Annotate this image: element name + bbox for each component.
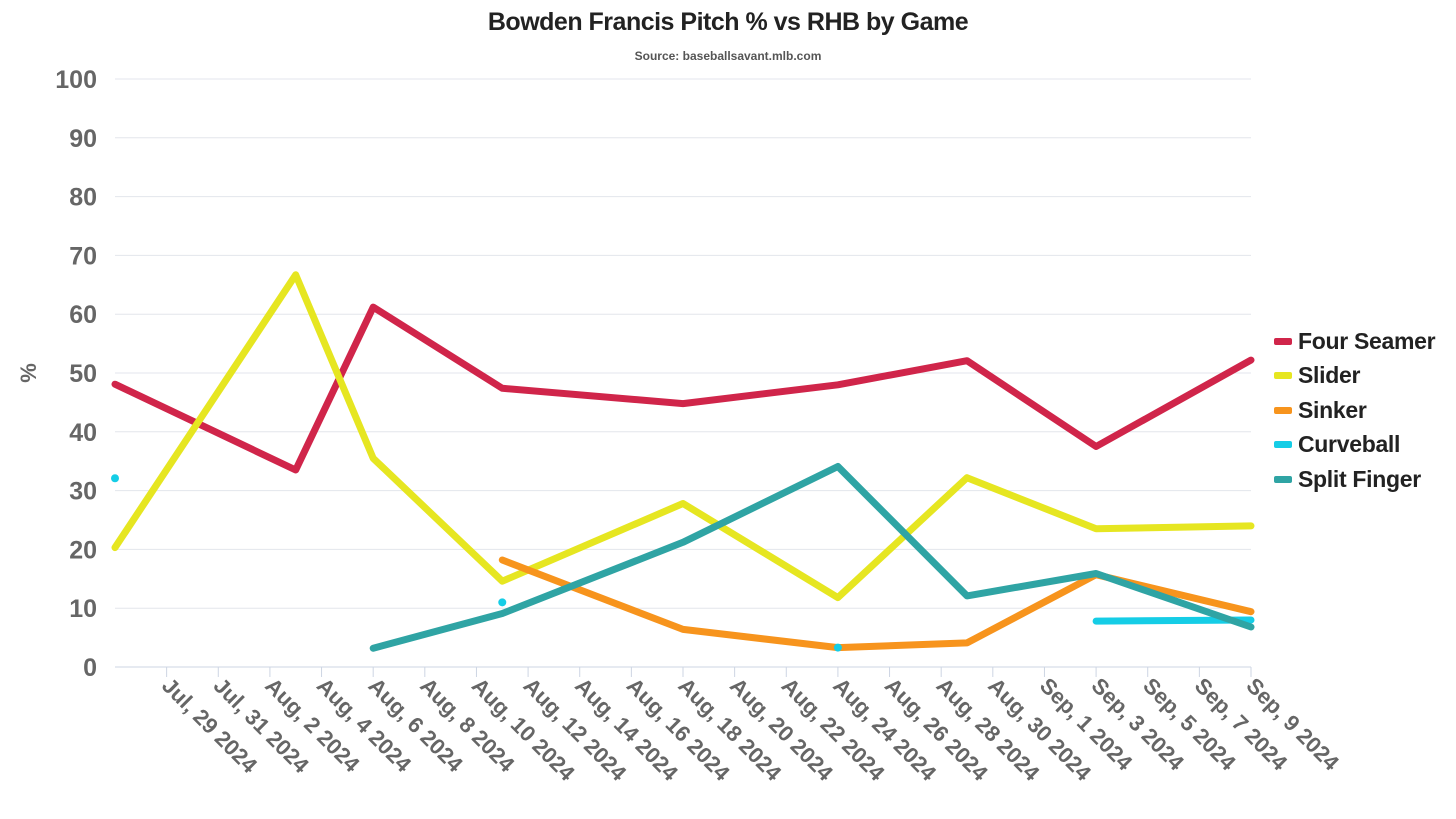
legend-label: Slider xyxy=(1298,362,1361,389)
y-tick-label: 30 xyxy=(69,478,97,506)
y-tick-label: 70 xyxy=(69,242,97,270)
legend-swatch xyxy=(1274,372,1292,380)
series-sinker xyxy=(498,556,1255,652)
series-split-finger xyxy=(369,463,1255,652)
legend-item[interactable]: Split Finger xyxy=(1274,462,1435,497)
chart-subtitle: Source: baseballsavant.mlb.com xyxy=(634,49,822,63)
series-line xyxy=(111,271,1255,602)
y-tick-label: 60 xyxy=(69,301,97,329)
data-point xyxy=(111,474,119,483)
legend: Four Seamer Slider Sinker Curveball Split Fi… xyxy=(1274,324,1436,497)
series-line xyxy=(498,556,1255,652)
legend-item[interactable]: Slider xyxy=(1274,359,1435,394)
y-axis: 0 10 20 30 40 50 60 70 80 90 100 xyxy=(55,66,97,682)
legend-label: Split Finger xyxy=(1298,465,1421,492)
legend-swatch xyxy=(1274,406,1292,414)
y-tick-label: 90 xyxy=(69,125,97,153)
legend-label: Curveball xyxy=(1298,431,1401,458)
legend-label: Four Seamer xyxy=(1298,327,1436,354)
y-tick-label: 40 xyxy=(69,419,97,447)
series-line xyxy=(369,463,1255,652)
legend-item[interactable]: Four Seamer xyxy=(1274,324,1436,359)
y-axis-label: % xyxy=(16,363,41,383)
series-layer xyxy=(111,271,1255,652)
legend-swatch xyxy=(1274,441,1292,449)
data-point xyxy=(498,598,507,607)
legend-item[interactable]: Sinker xyxy=(1274,393,1435,428)
series-four-seamer xyxy=(111,303,1255,474)
legend-label: Sinker xyxy=(1298,396,1367,423)
y-tick-label: 10 xyxy=(69,595,97,623)
y-tick-label: 100 xyxy=(55,66,97,94)
legend-item[interactable]: Curveball xyxy=(1274,428,1435,463)
data-point xyxy=(833,643,842,652)
y-tick-label: 0 xyxy=(83,654,97,682)
series-slider xyxy=(111,271,1255,602)
legend-swatch xyxy=(1274,475,1292,483)
y-tick-label: 80 xyxy=(69,184,97,212)
series-line xyxy=(111,303,1255,474)
chart-title: Bowden Francis Pitch % vs RHB by Game xyxy=(487,8,969,36)
legend-swatch xyxy=(1274,337,1292,345)
y-tick-label: 50 xyxy=(69,360,97,388)
y-tick-label: 20 xyxy=(69,536,97,564)
